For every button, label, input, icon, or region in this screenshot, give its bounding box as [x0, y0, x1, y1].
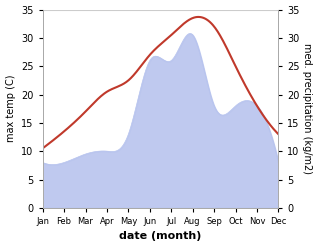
Y-axis label: max temp (C): max temp (C) — [5, 75, 16, 143]
X-axis label: date (month): date (month) — [119, 231, 202, 242]
Y-axis label: med. precipitation (kg/m2): med. precipitation (kg/m2) — [302, 43, 313, 174]
